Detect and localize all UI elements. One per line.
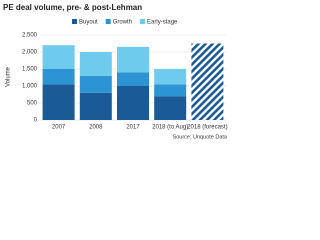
bar-segment	[42, 45, 75, 69]
legend-label: Buyout	[79, 19, 98, 25]
legend-swatch	[105, 19, 111, 24]
bar-segment	[79, 92, 112, 120]
x-tick-label: 2007	[52, 125, 66, 131]
y-tick-label: 1,000	[22, 84, 38, 90]
legend-label: Growth	[113, 19, 132, 25]
chart-title: PE deal volume, pre- & post-Lehman	[3, 3, 142, 12]
x-tick-label: 2018 (forecast)	[187, 125, 227, 131]
chart: PE deal volume, pre- & post-Lehman Volum…	[3, 3, 228, 140]
y-tick-label: 2,500	[22, 33, 38, 39]
legend-swatch	[140, 19, 146, 24]
bar-segment	[79, 52, 112, 76]
bar-segment	[117, 46, 149, 73]
bar-segment	[154, 96, 187, 120]
x-tick-label: 2017	[126, 125, 140, 131]
y-tick-label: 2,000	[22, 50, 38, 56]
y-tick-label: 0	[34, 118, 38, 124]
x-tick-label: 2018 (to Aug)	[152, 125, 188, 131]
y-axis-label: Volume	[6, 66, 12, 87]
source: Source: Unquote Data	[173, 134, 228, 140]
legend-label: Early-stage	[147, 19, 178, 25]
bar-segment	[117, 86, 149, 120]
forecast-bar	[191, 43, 224, 120]
bar-segment	[154, 69, 187, 85]
bar-segment	[79, 75, 112, 93]
bar-segment	[117, 72, 149, 86]
bar-segment	[42, 69, 75, 85]
bar-segment	[154, 84, 187, 97]
x-tick-label: 2008	[89, 125, 103, 131]
legend-swatch	[72, 19, 77, 24]
y-tick-label: 1,500	[22, 67, 38, 73]
y-tick-label: 500	[27, 101, 38, 107]
bar-segment	[42, 84, 75, 120]
